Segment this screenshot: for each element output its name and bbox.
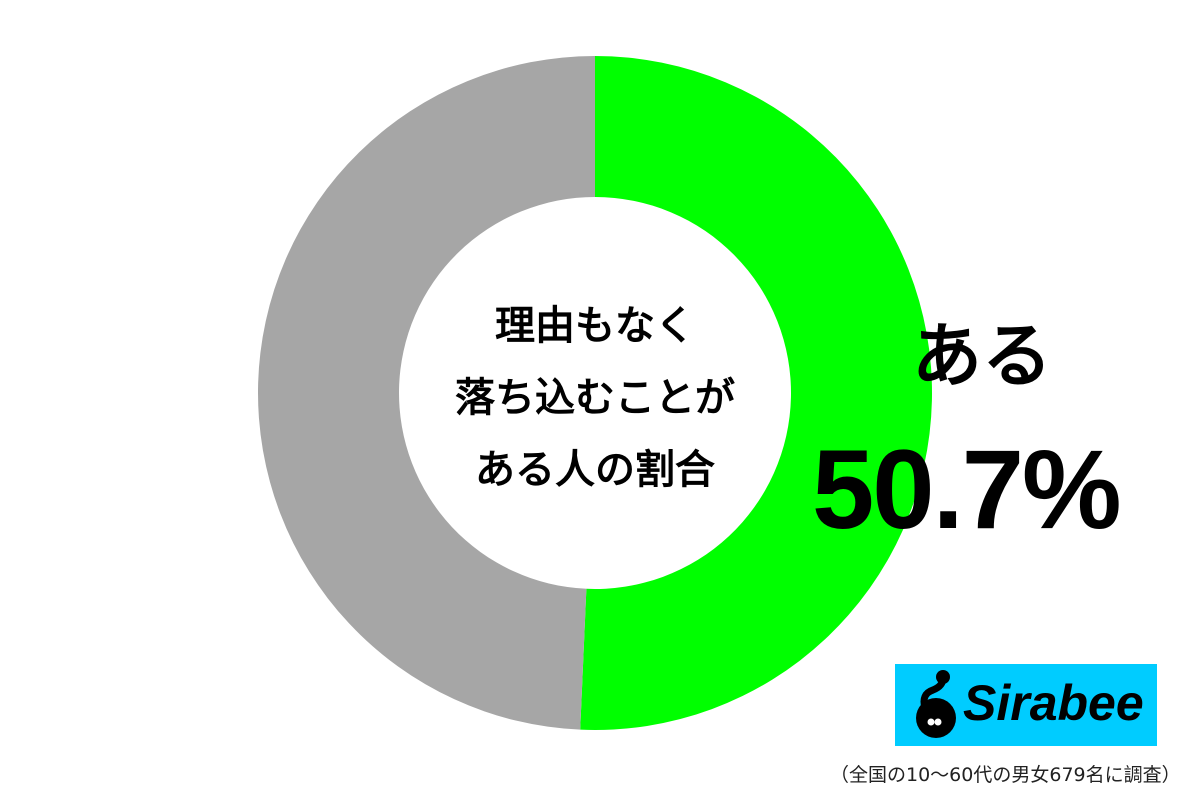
title-line: 落ち込むことが bbox=[455, 375, 735, 421]
logo-text: Sirabee bbox=[963, 675, 1144, 731]
donut-slice-0 bbox=[580, 56, 933, 730]
footnote: （全国の10〜60代の男女679名に調査） bbox=[830, 764, 1181, 786]
sirabee-logo: Sirabee bbox=[895, 664, 1157, 746]
mascot-icon bbox=[916, 670, 956, 738]
donut-slice-1 bbox=[258, 56, 595, 730]
slice-value-label: 50.7% bbox=[812, 427, 1122, 552]
title-line: 理由もなく bbox=[495, 303, 695, 349]
title-line: ある人の割合 bbox=[475, 447, 715, 493]
chart-title: 理由もなく 落ち込むことが ある人の割合 bbox=[395, 290, 795, 506]
slice-label: ある bbox=[912, 315, 1052, 397]
